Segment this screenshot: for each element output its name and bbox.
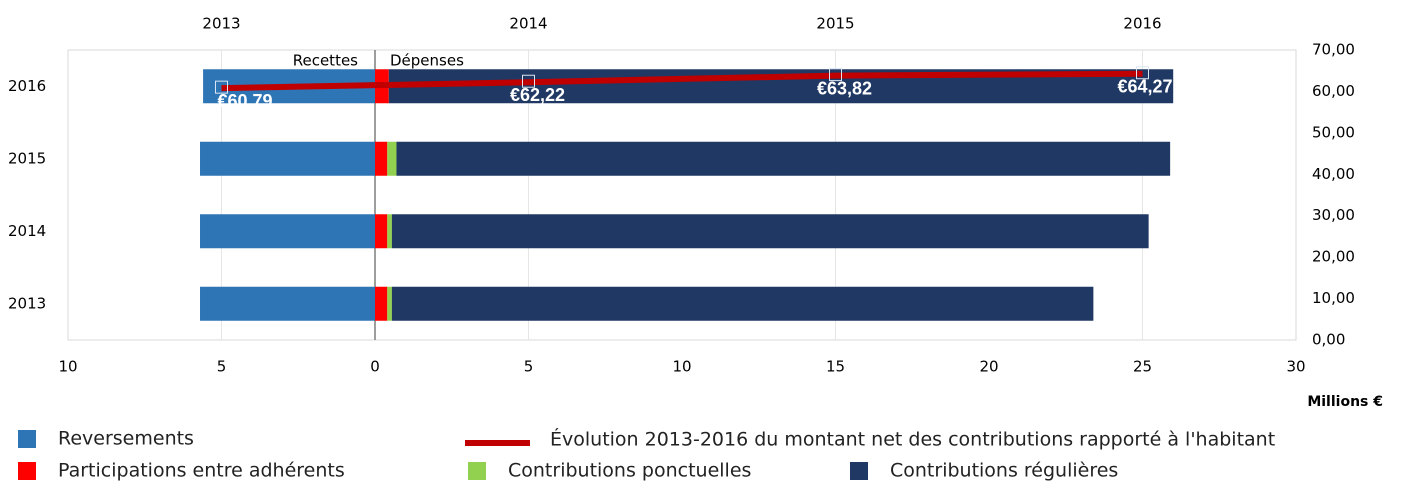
legend-label: Reversements	[58, 428, 194, 450]
legend-swatch	[468, 462, 486, 480]
bar-segment	[387, 141, 397, 176]
y2-tick-label: 30,00	[1312, 206, 1355, 224]
x-tick-label: 25	[1133, 358, 1152, 376]
x-axis-label: Millions €	[1307, 394, 1383, 410]
plot-area	[67, 49, 1297, 341]
y-tick-label: 2014	[8, 222, 46, 240]
legend-label: Contributions régulières	[890, 460, 1118, 482]
bar-segment	[391, 286, 1094, 321]
marker	[1136, 66, 1149, 80]
x-tick-label: 0	[370, 358, 380, 376]
value-label: €64,27	[1117, 76, 1172, 96]
x-tick-label: 30	[1286, 358, 1305, 376]
bar-segment	[387, 214, 392, 249]
bar-segment	[200, 286, 375, 321]
y2-tick-label: 60,00	[1312, 82, 1355, 100]
top-x-tick-label: 2015	[816, 15, 854, 33]
legend-swatch	[18, 430, 36, 448]
marker	[829, 68, 842, 82]
x-tick-label: 15	[826, 358, 845, 376]
top-x-tick-label: 2016	[1123, 15, 1161, 33]
legend-swatch	[18, 462, 36, 480]
annotation: Recettes	[293, 52, 358, 70]
y2-tick-label: 0,00	[1312, 331, 1345, 349]
marker	[215, 80, 228, 94]
y2-tick-label: 10,00	[1312, 289, 1355, 307]
y2-tick-label: 40,00	[1312, 165, 1355, 183]
legend-label: Contributions ponctuelles	[508, 460, 751, 482]
y2-tick-label: 70,00	[1312, 41, 1355, 59]
y2-tick-label: 20,00	[1312, 248, 1355, 266]
legend-label: Évolution 2013-2016 du montant net des c…	[550, 428, 1275, 451]
bar-segment	[391, 214, 1149, 249]
y-tick-label: 2015	[8, 149, 46, 167]
y-tick-label: 2013	[8, 294, 46, 312]
x-tick-label: 5	[217, 358, 227, 376]
bar-segment	[200, 214, 375, 249]
bar-segment	[387, 286, 392, 321]
y2-tick-label: 50,00	[1312, 123, 1355, 141]
legend-label: Participations entre adhérents	[58, 460, 345, 482]
annotation: Dépenses	[390, 52, 464, 70]
bar-segment	[200, 141, 375, 176]
marker	[522, 74, 535, 88]
top-x-tick-label: 2014	[509, 15, 547, 33]
value-label: €63,82	[817, 78, 872, 98]
top-x-tick-label: 2013	[202, 15, 240, 33]
line	[221, 70, 1143, 92]
x-tick-label: 5	[524, 358, 534, 376]
value-label: €62,22	[510, 85, 565, 105]
bar-segment	[375, 214, 388, 249]
bar-segment	[375, 141, 388, 176]
bar-segment	[375, 286, 388, 321]
y-tick-label: 2016	[8, 77, 46, 95]
x-tick-label: 10	[58, 358, 77, 376]
bar-segment	[396, 141, 1171, 176]
x-tick-label: 20	[979, 358, 998, 376]
legend-swatch	[850, 462, 868, 480]
x-tick-label: 10	[672, 358, 691, 376]
value-label: €60,79	[218, 91, 273, 111]
